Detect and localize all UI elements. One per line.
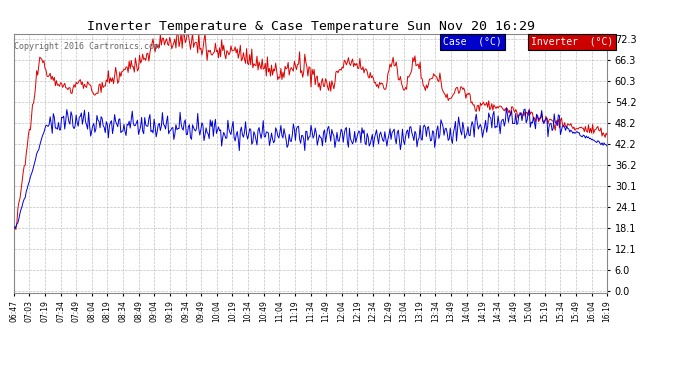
Text: Case  (°C): Case (°C) [443,37,502,47]
Text: Inverter  (°C): Inverter (°C) [531,37,613,47]
Text: Copyright 2016 Cartronics.com: Copyright 2016 Cartronics.com [14,42,159,51]
Title: Inverter Temperature & Case Temperature Sun Nov 20 16:29: Inverter Temperature & Case Temperature … [86,20,535,33]
